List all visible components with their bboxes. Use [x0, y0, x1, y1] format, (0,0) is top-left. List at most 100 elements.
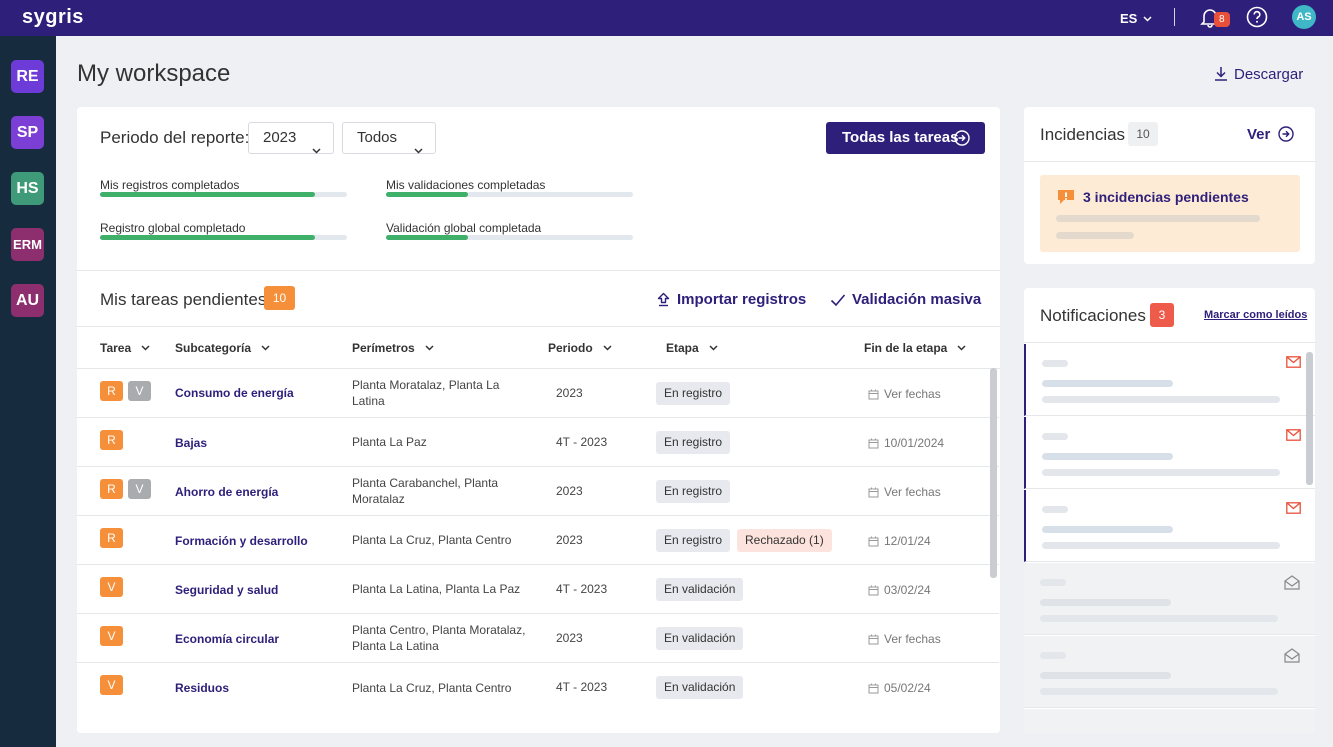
period-text: 2023	[556, 631, 583, 645]
task-link[interactable]: Seguridad y salud	[175, 583, 279, 597]
checkmark-icon	[830, 294, 846, 307]
page-title: My workspace	[77, 60, 231, 87]
download-button[interactable]: Descargar	[1214, 66, 1303, 83]
help-icon[interactable]	[1246, 6, 1268, 28]
notification-item[interactable]	[1024, 344, 1315, 416]
module-au[interactable]: AU	[11, 284, 44, 317]
calendar-icon	[868, 634, 879, 645]
perimeters-text: Planta Carabanchel, Planta Moratalaz	[352, 476, 499, 506]
column-header-task[interactable]: Tarea	[100, 340, 150, 355]
table-row[interactable]: V Economía circular Planta Centro, Plant…	[77, 614, 999, 663]
task-link[interactable]: Ahorro de energía	[175, 485, 279, 499]
chevron-down-icon[interactable]	[709, 340, 718, 354]
report-period-label: Periodo del reporte:	[100, 128, 250, 147]
column-header-period[interactable]: Periodo	[548, 340, 612, 355]
module-erm[interactable]: ERM	[11, 228, 44, 261]
stage-end-date[interactable]: 05/02/24	[868, 681, 931, 695]
table-row[interactable]: R Formación y desarrollo Planta La Cruz,…	[77, 516, 999, 565]
chevron-down-icon[interactable]	[957, 340, 966, 354]
stage-badge: En registro	[656, 431, 731, 454]
calendar-icon	[868, 487, 879, 498]
skeleton-line	[1042, 506, 1068, 513]
view-incidents-label: Ver	[1247, 126, 1271, 143]
chevron-down-icon[interactable]	[603, 340, 612, 354]
stage-end-date[interactable]: Ver fechas	[868, 387, 941, 401]
notification-item[interactable]	[1024, 417, 1315, 489]
module-sp[interactable]: SP	[11, 116, 44, 149]
stage-end-date[interactable]: 10/01/2024	[868, 436, 944, 450]
module-hs[interactable]: HS	[11, 172, 44, 205]
table-row[interactable]: R V Ahorro de energía Planta Carabanchel…	[77, 467, 999, 516]
pending-tasks-count: 10	[264, 286, 295, 310]
all-tasks-button[interactable]: Todas las tareas	[826, 122, 985, 154]
chevron-down-icon[interactable]	[141, 340, 150, 354]
avatar[interactable]: AS	[1292, 5, 1316, 29]
notification-item[interactable]	[1024, 636, 1315, 708]
column-header-label: Subcategoría	[175, 341, 252, 355]
scope-select[interactable]: Todos	[342, 122, 436, 154]
view-incidents-link[interactable]: Ver	[1247, 126, 1300, 143]
period-text: 2023	[556, 484, 583, 498]
chevron-down-icon[interactable]	[425, 340, 434, 354]
notification-item[interactable]	[1024, 490, 1315, 562]
skeleton-line	[1042, 453, 1173, 460]
calendar-icon	[868, 585, 879, 596]
perimeters-text: Planta La Latina, Planta La Paz	[352, 582, 521, 596]
register-tag: R	[100, 479, 123, 499]
task-link[interactable]: Bajas	[175, 436, 208, 450]
calendar-icon	[868, 536, 879, 547]
language-label: ES	[1120, 11, 1138, 26]
period-text: 2023	[556, 533, 583, 547]
column-header-subcategory[interactable]: Subcategoría	[175, 340, 270, 355]
stage-badge: En validación	[656, 627, 744, 650]
stage-end-date[interactable]: 03/02/24	[868, 583, 931, 597]
stage-end-date[interactable]: 12/01/24	[868, 534, 931, 548]
pending-incidents-alert[interactable]: 3 incidencias pendientes	[1040, 175, 1300, 252]
column-header-label: Tarea	[100, 341, 132, 355]
notification-item[interactable]	[1024, 563, 1315, 635]
stage-end-date[interactable]: Ver fechas	[868, 485, 941, 499]
task-link[interactable]: Residuos	[175, 681, 230, 695]
pending-incidents-text: 3 incidencias pendientes	[1083, 189, 1249, 205]
notifications-divider	[1024, 342, 1315, 343]
chevron-down-icon	[1143, 10, 1152, 25]
column-header-perimeters[interactable]: Perímetros	[352, 340, 434, 355]
progress-global-validation: Validación global completada	[386, 221, 633, 240]
task-link[interactable]: Economía circular	[175, 632, 280, 646]
validate-tag: V	[128, 479, 151, 499]
table-row[interactable]: R Bajas Planta La Paz 4T - 2023 En regis…	[77, 418, 999, 467]
arrow-circle-right-icon	[1278, 126, 1295, 142]
period-text: 4T - 2023	[556, 680, 608, 694]
skeleton-line	[1040, 599, 1171, 606]
mass-validation-button[interactable]: Validación masiva	[830, 291, 981, 308]
stage-end-text: Ver fechas	[884, 485, 941, 499]
progress-label: Validación global completada	[386, 221, 542, 235]
all-tasks-label: Todas las tareas	[842, 129, 959, 146]
table-row[interactable]: V Residuos Planta La Cruz, Planta Centro…	[77, 663, 999, 712]
import-records-button[interactable]: Importar registros	[656, 291, 806, 308]
mark-as-read-link[interactable]: Marcar como leídos	[1204, 309, 1308, 321]
language-selector[interactable]: ES	[1120, 10, 1152, 26]
stage-end-date[interactable]: Ver fechas	[868, 632, 941, 646]
tasks-scrollbar[interactable]	[990, 368, 997, 578]
stage-badge: En validación	[656, 578, 744, 601]
table-row[interactable]: V Seguridad y salud Planta La Latina, Pl…	[77, 565, 999, 614]
progress-fill	[100, 192, 315, 197]
task-link[interactable]: Formación y desarrollo	[175, 534, 308, 548]
module-re[interactable]: RE	[11, 60, 44, 93]
incidents-divider	[1024, 161, 1315, 162]
perimeters-text: Planta La Cruz, Planta Centro	[352, 533, 512, 547]
task-link[interactable]: Consumo de energía	[175, 386, 294, 400]
column-header-stage-end[interactable]: Fin de la etapa	[864, 340, 966, 355]
notifications-scrollbar[interactable]	[1306, 352, 1313, 485]
year-select[interactable]: 2023	[248, 122, 334, 154]
stage-badge: En registro	[656, 382, 731, 405]
upload-icon	[657, 292, 670, 307]
app-logo[interactable]: sygris	[22, 6, 84, 28]
chevron-down-icon[interactable]	[261, 340, 270, 354]
column-header-stage[interactable]: Etapa	[666, 340, 718, 355]
table-row[interactable]: R V Consumo de energía Planta Moratalaz,…	[77, 369, 999, 418]
progress-fill	[386, 192, 468, 197]
perimeters-text: Planta La Cruz, Planta Centro	[352, 681, 512, 695]
topbar-divider	[1174, 8, 1175, 26]
